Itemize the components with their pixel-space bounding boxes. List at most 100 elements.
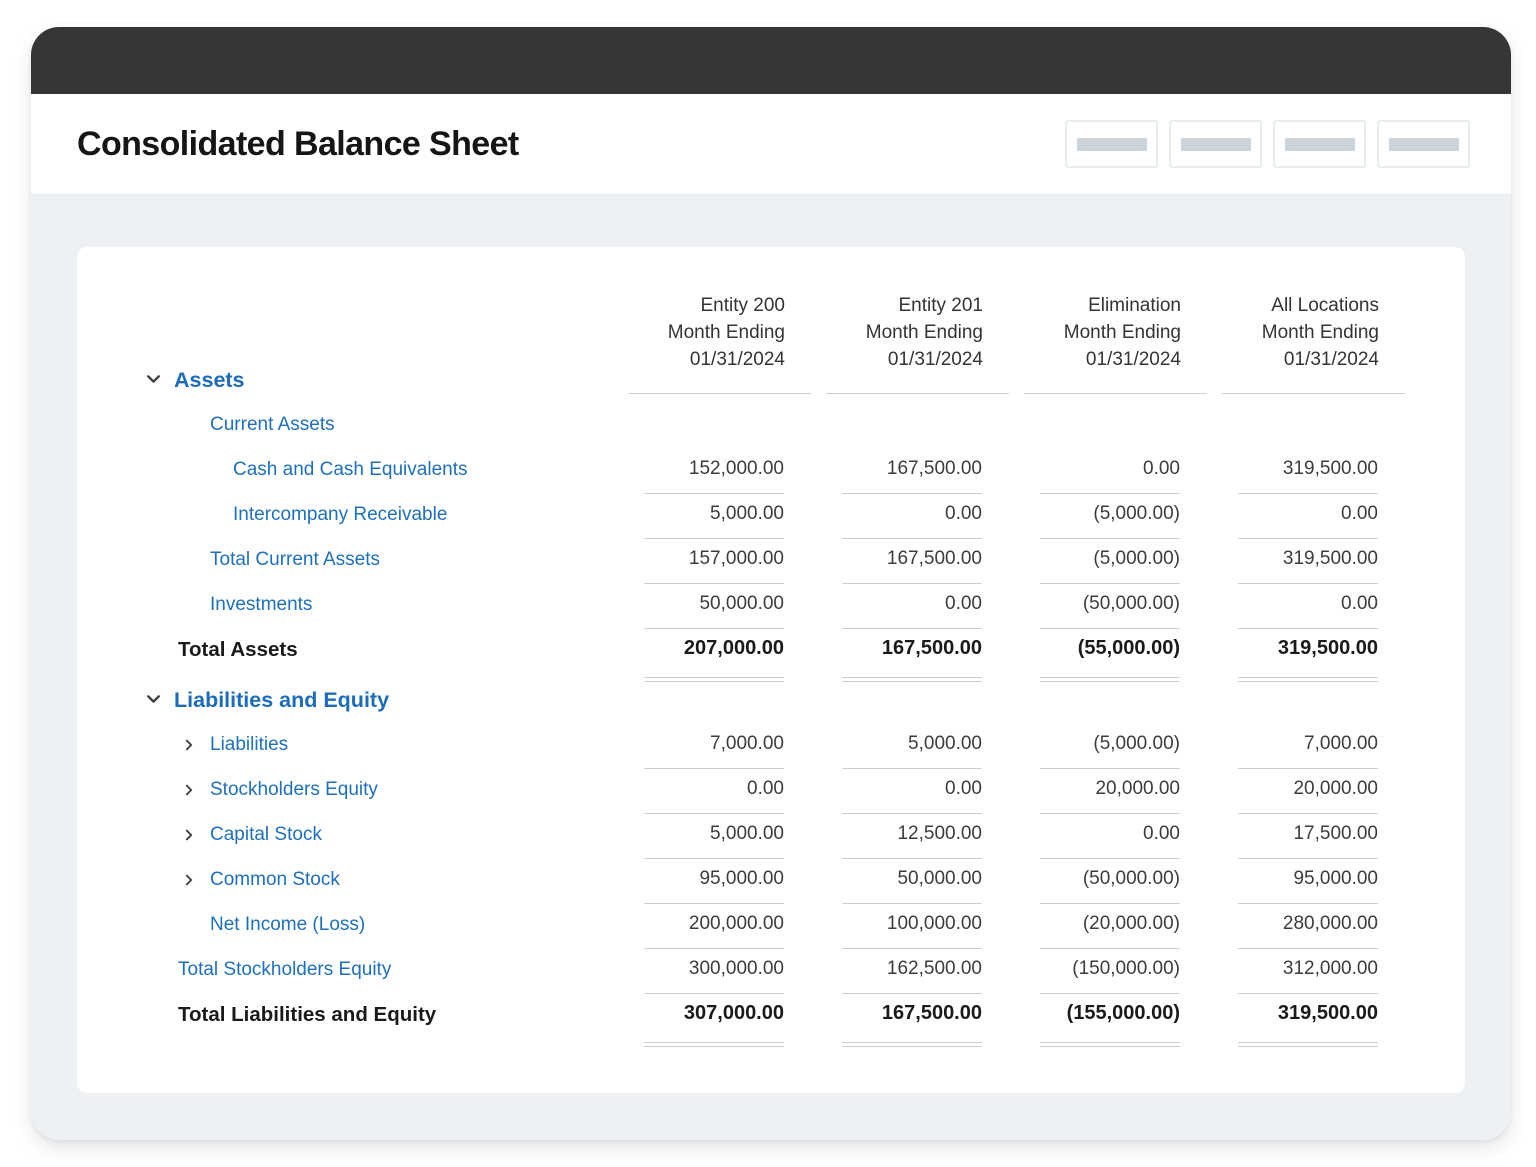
- row-link-total-current-assets[interactable]: Total Current Assets: [210, 549, 381, 570]
- chevron-down-icon[interactable]: [145, 691, 162, 708]
- column-date: 01/31/2024: [887, 349, 983, 370]
- row-label-liabilities: Liabilities: [137, 730, 613, 775]
- row-label-total-liabilities-and-equity: Total Liabilities and Equity: [137, 1000, 613, 1050]
- value: 200,000.00: [688, 913, 784, 934]
- toolbar-button-2[interactable]: [1169, 120, 1262, 168]
- row-link-assets[interactable]: Assets: [174, 368, 245, 392]
- row-link-liabilities-and-equity[interactable]: Liabilities and Equity: [174, 688, 390, 712]
- cell-liabilities-and-equity-col4: [1222, 685, 1405, 730]
- toolbar-button-3[interactable]: [1273, 120, 1366, 168]
- row-link-liabilities[interactable]: Liabilities: [210, 734, 289, 755]
- cell-capital-stock-col2: 12,500.00: [826, 820, 1009, 865]
- chevron-right-icon[interactable]: [182, 828, 196, 842]
- value: 0.00: [945, 593, 982, 614]
- report-header: Consolidated Balance Sheet: [31, 94, 1511, 195]
- value: 0.00: [1341, 593, 1378, 614]
- value: 319,500.00: [1277, 637, 1378, 659]
- cell-net-income-loss-col3: (20,000.00): [1024, 910, 1207, 955]
- underline-rule: [1040, 538, 1180, 539]
- value: 0.00: [1341, 503, 1378, 524]
- cell-cash-and-cash-equivalents-col4: 319,500.00: [1222, 455, 1405, 500]
- cell-cash-and-cash-equivalents-col2: 167,500.00: [826, 455, 1009, 500]
- value: 157,000.00: [688, 548, 784, 569]
- underline-rule: [1238, 993, 1378, 994]
- cell-total-current-assets-col4: 319,500.00: [1222, 545, 1405, 590]
- column-date: 01/31/2024: [689, 349, 785, 370]
- column-period: Month Ending: [1063, 322, 1181, 343]
- underline-rule: [1238, 948, 1378, 949]
- cell-net-income-loss-col4: 280,000.00: [1222, 910, 1405, 955]
- underline-rule: [1238, 813, 1378, 814]
- value: (5,000.00): [1093, 548, 1180, 569]
- underline-rule: [1040, 903, 1180, 904]
- cell-cash-and-cash-equivalents-col3: 0.00: [1024, 455, 1207, 500]
- column-header-elimination: Elimination Month Ending 01/31/2024: [1024, 287, 1207, 394]
- value: 167,500.00: [886, 548, 982, 569]
- row-link-cash-and-cash-equivalents[interactable]: Cash and Cash Equivalents: [233, 459, 468, 480]
- cell-current-assets-col2: [826, 410, 1009, 455]
- value: 162,500.00: [886, 958, 982, 979]
- underline-rule: [1040, 993, 1180, 994]
- row-link-total-assets: Total Assets: [178, 638, 298, 661]
- underline-rule: [1238, 583, 1378, 584]
- cell-intercompany-receivable-col4: 0.00: [1222, 500, 1405, 545]
- underline-rule: [1040, 493, 1180, 494]
- value: 280,000.00: [1282, 913, 1378, 934]
- underline-rule: [1238, 628, 1378, 629]
- cell-investments-col1: 50,000.00: [628, 590, 811, 635]
- value: 5,000.00: [710, 823, 784, 844]
- underline-rule: [842, 1042, 982, 1047]
- row-link-total-stockholders-equity[interactable]: Total Stockholders Equity: [178, 959, 392, 980]
- row-link-investments[interactable]: Investments: [210, 594, 313, 615]
- underline-rule: [1040, 768, 1180, 769]
- cell-capital-stock-col1: 5,000.00: [628, 820, 811, 865]
- value: 0.00: [945, 778, 982, 799]
- cell-liabilities-col3: (5,000.00): [1024, 730, 1207, 775]
- underline-rule: [1238, 493, 1378, 494]
- column-header-entity-200: Entity 200 Month Ending 01/31/2024: [628, 287, 811, 394]
- cell-net-income-loss-col1: 200,000.00: [628, 910, 811, 955]
- row-link-stockholders-equity[interactable]: Stockholders Equity: [210, 779, 378, 800]
- report-body: Assets Entity 200 Month Ending 01/31/2024 E…: [31, 195, 1511, 1093]
- header-spacer: [137, 394, 1405, 410]
- cell-common-stock-col4: 95,000.00: [1222, 865, 1405, 910]
- row-label-investments: Investments: [137, 590, 613, 635]
- value: (155,000.00): [1066, 1002, 1180, 1024]
- underline-rule: [842, 538, 982, 539]
- row-label-intercompany-receivable: Intercompany Receivable: [137, 500, 613, 545]
- value: (50,000.00): [1082, 868, 1180, 889]
- chevron-right-icon[interactable]: [182, 873, 196, 887]
- chevron-right-icon[interactable]: [182, 738, 196, 752]
- app-window: Consolidated Balance Sheet Assets Entity…: [31, 27, 1511, 1140]
- value: (55,000.00): [1077, 637, 1180, 659]
- column-header-entity-201: Entity 201 Month Ending 01/31/2024: [826, 287, 1009, 394]
- value: 12,500.00: [897, 823, 982, 844]
- underline-rule: [1238, 768, 1378, 769]
- row-link-current-assets[interactable]: Current Assets: [210, 414, 335, 435]
- underline-rule: [644, 948, 784, 949]
- row-link-capital-stock[interactable]: Capital Stock: [210, 824, 322, 845]
- cell-capital-stock-col4: 17,500.00: [1222, 820, 1405, 865]
- row-label-assets: Assets: [137, 365, 245, 394]
- underline-rule: [1040, 583, 1180, 584]
- cell-liabilities-col2: 5,000.00: [826, 730, 1009, 775]
- cell-total-stockholders-equity-col4: 312,000.00: [1222, 955, 1405, 1000]
- row-link-net-income-loss[interactable]: Net Income (Loss): [210, 914, 366, 935]
- toolbar-button-4[interactable]: [1377, 120, 1470, 168]
- value: 167,500.00: [886, 458, 982, 479]
- row-label-total-stockholders-equity: Total Stockholders Equity: [137, 955, 613, 1000]
- underline-rule: [644, 677, 784, 682]
- value: 50,000.00: [897, 868, 982, 889]
- row-link-intercompany-receivable[interactable]: Intercompany Receivable: [233, 504, 448, 525]
- row-link-common-stock[interactable]: Common Stock: [210, 869, 340, 890]
- column-entity: All Locations: [1271, 295, 1379, 316]
- column-entity: Entity 200: [700, 295, 786, 316]
- underline-rule: [842, 813, 982, 814]
- cell-total-assets-col1: 207,000.00: [628, 635, 811, 685]
- cell-stockholders-equity-col1: 0.00: [628, 775, 811, 820]
- chevron-right-icon[interactable]: [182, 783, 196, 797]
- underline-rule: [1040, 628, 1180, 629]
- toolbar-button-1[interactable]: [1065, 120, 1158, 168]
- chevron-down-icon[interactable]: [145, 371, 162, 388]
